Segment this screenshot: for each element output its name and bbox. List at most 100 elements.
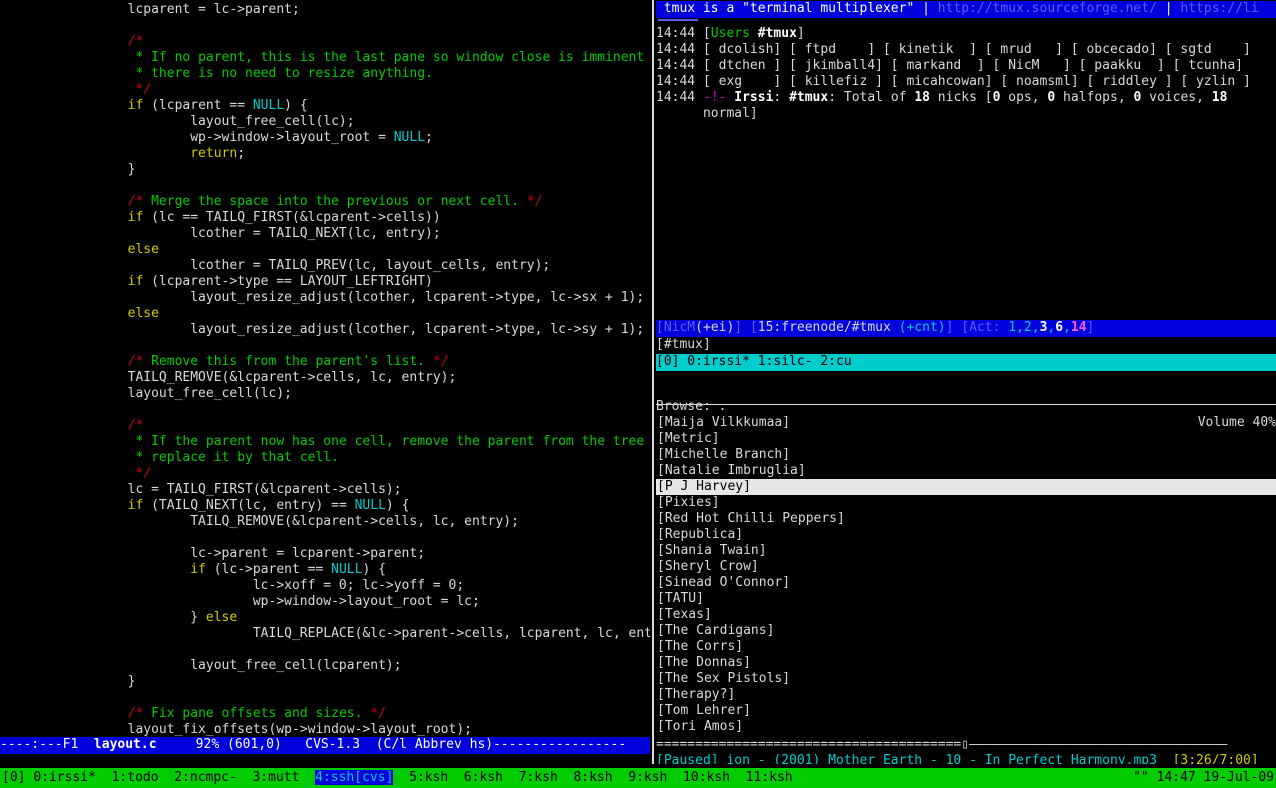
code-line [0, 178, 650, 194]
irc-text: [ [695, 26, 711, 41]
tmux-window-9[interactable]: 9:ksh [628, 770, 668, 785]
code-line: else [0, 306, 650, 322]
ncmpc-progress-bar[interactable]: =======================================▯… [656, 737, 1276, 753]
code-token: wp->window->layout_root = [65, 130, 394, 145]
tmux-window-7[interactable]: 7:ksh [518, 770, 558, 785]
irc-text: halfops, [1055, 90, 1134, 105]
code-token: TAILQ_REMOVE(&lcparent->cells, lc, entry… [65, 370, 457, 385]
emacs-modeline: ----:---F1 layout.c 92% (601,0) CVS-1.3 … [0, 737, 650, 754]
status-act-item: 6 [1055, 320, 1064, 335]
tmux-pane-ncmpc[interactable]: Browse: . Volume 40% [Maija Vilkkumaa] [M… [656, 374, 1276, 764]
tmux-window-10[interactable]: 10:ksh [683, 770, 731, 785]
tmux-window-5[interactable]: 5:ksh [409, 770, 449, 785]
player-state: [Paused] [656, 753, 719, 764]
code-line: lc->parent = lcparent->parent; [0, 546, 650, 562]
list-item[interactable]: [The Cardigans] [657, 623, 775, 638]
code-token: ; [425, 130, 433, 145]
tmux-window-0[interactable]: 0:irssi* [33, 770, 96, 785]
tmux-window-list[interactable]: [0] 0:irssi* 1:todo 2:ncmpc- 3:mutt 4:ss… [2, 770, 793, 786]
code-token [65, 66, 135, 81]
progress-remaining: ————————————————————————————————— [969, 737, 1228, 752]
code-line: if (lcparent->type == LAYOUT_LEFTRIGHT) [0, 274, 650, 290]
list-item[interactable]: [Metric] [657, 431, 720, 446]
code-token: if [127, 274, 144, 289]
code-token [65, 210, 128, 225]
tmux-gap [558, 770, 574, 785]
tmux-window-11[interactable]: 11:ksh [745, 770, 793, 785]
list-item[interactable]: [Tom Lehrer] [657, 703, 751, 718]
list-item[interactable]: [Sheryl Crow] [657, 559, 759, 574]
tmux-status-bar[interactable]: [0] 0:irssi* 1:todo 2:ncmpc- 3:mutt 4:ss… [0, 768, 1276, 788]
code-line: } [0, 162, 650, 178]
list-item[interactable]: [Natalie Imbruglia] [657, 463, 806, 478]
list-item[interactable]: [TATU] [657, 591, 704, 606]
code-line: TAILQ_REMOVE(&lcparent->cells, lc, entry… [0, 370, 650, 386]
code-token: /* [127, 706, 144, 721]
ncmpc-header-rule [656, 404, 1276, 405]
status-act-item: , [1031, 320, 1040, 335]
irc-text: ops, [1000, 90, 1048, 105]
ncmpc-artist-list[interactable]: [Maija Vilkkumaa] [Metric] [Michelle Branc… [656, 415, 1276, 735]
tmux-window-8[interactable]: 8:ksh [573, 770, 613, 785]
code-token: layout_free_cell(lc); [65, 386, 292, 401]
code-line: lc->xoff = 0; lc->yoff = 0; [0, 578, 650, 594]
irc-text: 18 [914, 90, 930, 105]
list-item[interactable]: [The Corrs] [657, 639, 744, 654]
code-line [0, 530, 650, 546]
code-line [0, 18, 650, 34]
list-item[interactable]: [The Sex Pistols] [657, 671, 791, 686]
code-token: layout_free_cell(lcparent); [65, 658, 402, 673]
list-item[interactable]: [Tori Amos] [657, 719, 744, 734]
tmux-window-3[interactable]: 3:mutt [252, 770, 300, 785]
list-item[interactable]: [Texas] [657, 607, 712, 622]
irc-text: [ exg ] [ killefiz ] [ micahcowan] [ noa… [695, 74, 1251, 89]
status-act-label: [Act: [961, 320, 1009, 335]
topic-url-1: http://tmux.sourceforge.net/ [937, 1, 1157, 16]
topic-url-2: https://li [1180, 1, 1259, 16]
code-line: layout_free_cell(lc); [0, 114, 650, 130]
code-token: return [190, 146, 238, 161]
list-item[interactable]: [Shania Twain] [657, 543, 767, 558]
code-token: NULL [354, 498, 386, 513]
progress-filled: ======================================= [656, 737, 962, 752]
list-item[interactable]: [Republica] [657, 527, 744, 542]
code-token: (TAILQ_NEXT(lc, entry) == [143, 498, 355, 513]
tmux-window-1[interactable]: 1:todo [111, 770, 159, 785]
tmux-pane-emacs[interactable]: lcparent = lc->parent; /* * If no parent… [0, 0, 650, 788]
status-act-close: ] [1086, 320, 1095, 335]
code-token [65, 498, 128, 513]
code-token: layout_fix_offsets(wp->window->layout_ro… [65, 722, 472, 736]
tmux-window-2[interactable]: 2:ncmpc- [174, 770, 237, 785]
tmux-gap [237, 770, 253, 785]
tmux-gap [613, 770, 629, 785]
code-token: */ [135, 466, 152, 481]
irc-text: 0 [992, 90, 1001, 105]
emacs-code-buffer[interactable]: lcparent = lc->parent; /* * If no parent… [0, 2, 650, 736]
tmux-window-6[interactable]: 6:ksh [463, 770, 503, 785]
code-token [65, 466, 135, 481]
list-item[interactable]: [Michelle Branch] [657, 447, 791, 462]
status-act-item: 2 [1023, 320, 1032, 335]
code-token: if [127, 498, 144, 513]
list-item[interactable]: [The Donnas] [657, 655, 751, 670]
code-line: if (lc == TAILQ_FIRST(&lcparent->cells)) [0, 210, 650, 226]
irc-text: : [773, 90, 790, 105]
code-token: /* [127, 194, 144, 209]
irssi-input-prompt[interactable]: [#tmux] [656, 337, 711, 352]
list-item[interactable]: [Pixies] [657, 495, 720, 510]
list-item[interactable]: [Sinead O'Connor] [657, 575, 791, 590]
tmux-gap [96, 770, 112, 785]
tmux-pane-irssi[interactable]: tmux is a "terminal multiplexer" | http:… [656, 0, 1276, 372]
list-item[interactable]: [P J Harvey] [656, 479, 1276, 495]
list-item[interactable]: [Red Hot Chilli Peppers] [657, 511, 845, 526]
code-token: lc = TAILQ_FIRST(&lcparent->cells); [65, 482, 402, 497]
code-token: NULL [331, 562, 363, 577]
tmux-window-4[interactable]: 4:ssh[cvs] [315, 770, 394, 785]
list-item[interactable]: [Therapy?] [657, 687, 736, 702]
code-line: * If no parent, this is the last pane so… [0, 50, 650, 66]
code-line: wp->window->layout_root = NULL; [0, 130, 650, 146]
code-token: (lcparent == [143, 98, 253, 113]
irc-text: [ dtchen ] [ jkimball4] [ markand ] [ Ni… [695, 58, 1244, 73]
list-item[interactable]: [Maija Vilkkumaa] [657, 415, 791, 430]
